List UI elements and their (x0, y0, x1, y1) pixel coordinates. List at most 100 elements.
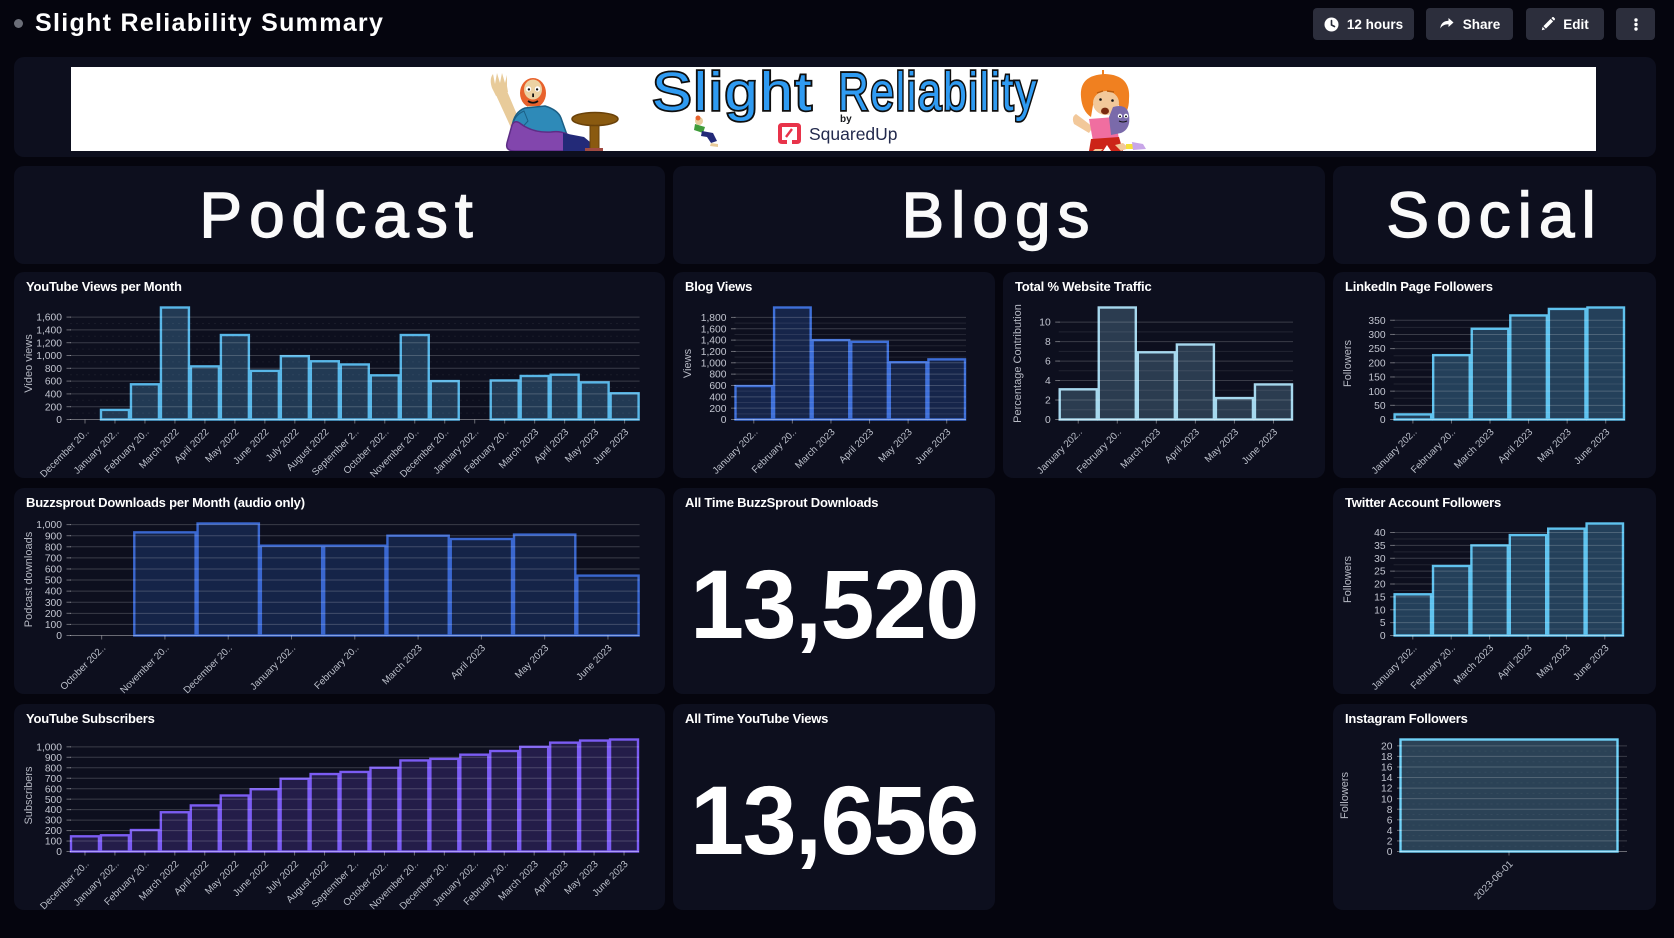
svg-text:2: 2 (1387, 837, 1393, 848)
svg-text:Reliability: Reliability (838, 67, 1038, 122)
svg-text:250: 250 (1368, 344, 1385, 355)
svg-text:October 202..: October 202.. (58, 643, 108, 693)
svg-text:0: 0 (1387, 847, 1393, 858)
svg-text:600: 600 (45, 377, 62, 388)
svg-text:Slight: Slight (652, 67, 814, 122)
svg-text:5: 5 (1380, 618, 1386, 629)
svg-text:Subscribers: Subscribers (23, 766, 35, 825)
svg-text:0: 0 (56, 415, 62, 426)
svg-text:10: 10 (1039, 318, 1051, 329)
svg-text:200: 200 (45, 826, 62, 837)
svg-text:8: 8 (1387, 805, 1393, 816)
svg-text:December 20..: December 20.. (182, 643, 235, 694)
svg-text:900: 900 (45, 753, 62, 764)
svg-text:400: 400 (45, 805, 62, 816)
svg-text:50: 50 (1374, 401, 1386, 412)
svg-text:20: 20 (1381, 741, 1393, 752)
svg-text:15: 15 (1374, 592, 1386, 603)
svg-text:500: 500 (45, 576, 62, 587)
svg-text:Views: Views (682, 348, 694, 378)
svg-text:900: 900 (45, 531, 62, 542)
svg-text:June 2023: June 2023 (574, 642, 615, 683)
svg-text:400: 400 (45, 587, 62, 598)
svg-text:1,000: 1,000 (701, 358, 727, 369)
svg-text:800: 800 (45, 364, 62, 375)
svg-text:1,400: 1,400 (36, 326, 62, 337)
svg-text:May 2023: May 2023 (513, 642, 552, 681)
svg-text:35: 35 (1374, 541, 1386, 552)
svg-text:100: 100 (45, 837, 62, 848)
svg-text:100: 100 (1368, 387, 1385, 398)
svg-text:6: 6 (1387, 815, 1393, 826)
svg-text:March 2023: March 2023 (1119, 426, 1164, 471)
svg-text:14: 14 (1381, 773, 1393, 784)
svg-text:January 202..: January 202.. (248, 643, 298, 693)
svg-text:April 2023: April 2023 (1163, 426, 1202, 465)
svg-text:800: 800 (45, 763, 62, 774)
svg-text:300: 300 (1368, 330, 1385, 341)
svg-text:10: 10 (1374, 605, 1386, 616)
svg-text:8: 8 (1045, 337, 1051, 348)
svg-text:2023-06-01: 2023-06-01 (1472, 859, 1515, 902)
svg-text:1,000: 1,000 (36, 742, 62, 753)
svg-text:2: 2 (1045, 396, 1051, 407)
svg-text:1,200: 1,200 (36, 338, 62, 349)
svg-text:June 2023: June 2023 (1240, 426, 1281, 467)
svg-text:40: 40 (1374, 528, 1386, 539)
svg-text:May 2023: May 2023 (1535, 642, 1574, 681)
svg-text:1,600: 1,600 (36, 313, 62, 324)
svg-text:February 20..: February 20.. (312, 643, 361, 692)
svg-text:200: 200 (1368, 358, 1385, 369)
svg-text:Percentage Contribution: Percentage Contribution (1012, 304, 1024, 423)
svg-text:4: 4 (1045, 376, 1051, 387)
svg-text:800: 800 (45, 542, 62, 553)
svg-text:June 2023: June 2023 (1572, 426, 1613, 467)
svg-text:6: 6 (1045, 357, 1051, 368)
svg-text:600: 600 (709, 381, 726, 392)
svg-text:700: 700 (45, 774, 62, 785)
svg-text:0: 0 (1380, 631, 1386, 642)
svg-text:4: 4 (1387, 826, 1393, 837)
svg-text:200: 200 (709, 404, 726, 415)
svg-text:April 2023: April 2023 (1496, 426, 1535, 465)
svg-text:May 2023: May 2023 (1203, 426, 1242, 465)
svg-text:April 2023: April 2023 (449, 642, 488, 681)
svg-text:March 2023: March 2023 (1452, 642, 1497, 687)
svg-text:100: 100 (45, 620, 62, 631)
svg-text:150: 150 (1368, 373, 1385, 384)
svg-text:April 2023: April 2023 (837, 426, 876, 465)
svg-text:600: 600 (45, 565, 62, 576)
svg-text:March 2023: March 2023 (380, 642, 425, 687)
svg-text:1,200: 1,200 (701, 347, 727, 358)
svg-text:0: 0 (1380, 415, 1386, 426)
svg-text:25: 25 (1374, 567, 1386, 578)
svg-text:30: 30 (1374, 554, 1386, 565)
svg-text:0: 0 (56, 847, 62, 858)
svg-text:12: 12 (1381, 784, 1393, 795)
svg-text:350: 350 (1368, 316, 1385, 327)
svg-text:700: 700 (45, 553, 62, 564)
svg-text:June 2023: June 2023 (1571, 642, 1612, 683)
svg-text:Video views: Video views (23, 334, 35, 393)
svg-text:1,000: 1,000 (36, 351, 62, 362)
svg-text:March 2023: March 2023 (793, 426, 838, 471)
svg-text:April 2023: April 2023 (1496, 642, 1535, 681)
svg-text:0: 0 (721, 415, 727, 426)
svg-text:March 2023: March 2023 (1452, 426, 1497, 471)
svg-text:1,000: 1,000 (36, 520, 62, 531)
svg-text:SquaredUp: SquaredUp (809, 124, 898, 144)
svg-text:300: 300 (45, 598, 62, 609)
svg-text:200: 200 (45, 402, 62, 413)
svg-text:May 2023: May 2023 (1536, 426, 1575, 465)
svg-text:300: 300 (45, 816, 62, 827)
svg-text:Podcast downloads: Podcast downloads (23, 531, 35, 627)
svg-text:1,800: 1,800 (701, 313, 727, 324)
svg-text:Followers: Followers (1339, 771, 1351, 819)
svg-text:400: 400 (709, 392, 726, 403)
svg-text:400: 400 (45, 390, 62, 401)
svg-text:November 20..: November 20.. (118, 643, 171, 694)
svg-text:0: 0 (1045, 415, 1051, 426)
svg-text:Followers: Followers (1342, 555, 1354, 603)
svg-text:200: 200 (45, 609, 62, 620)
svg-text:Followers: Followers (1342, 339, 1354, 387)
